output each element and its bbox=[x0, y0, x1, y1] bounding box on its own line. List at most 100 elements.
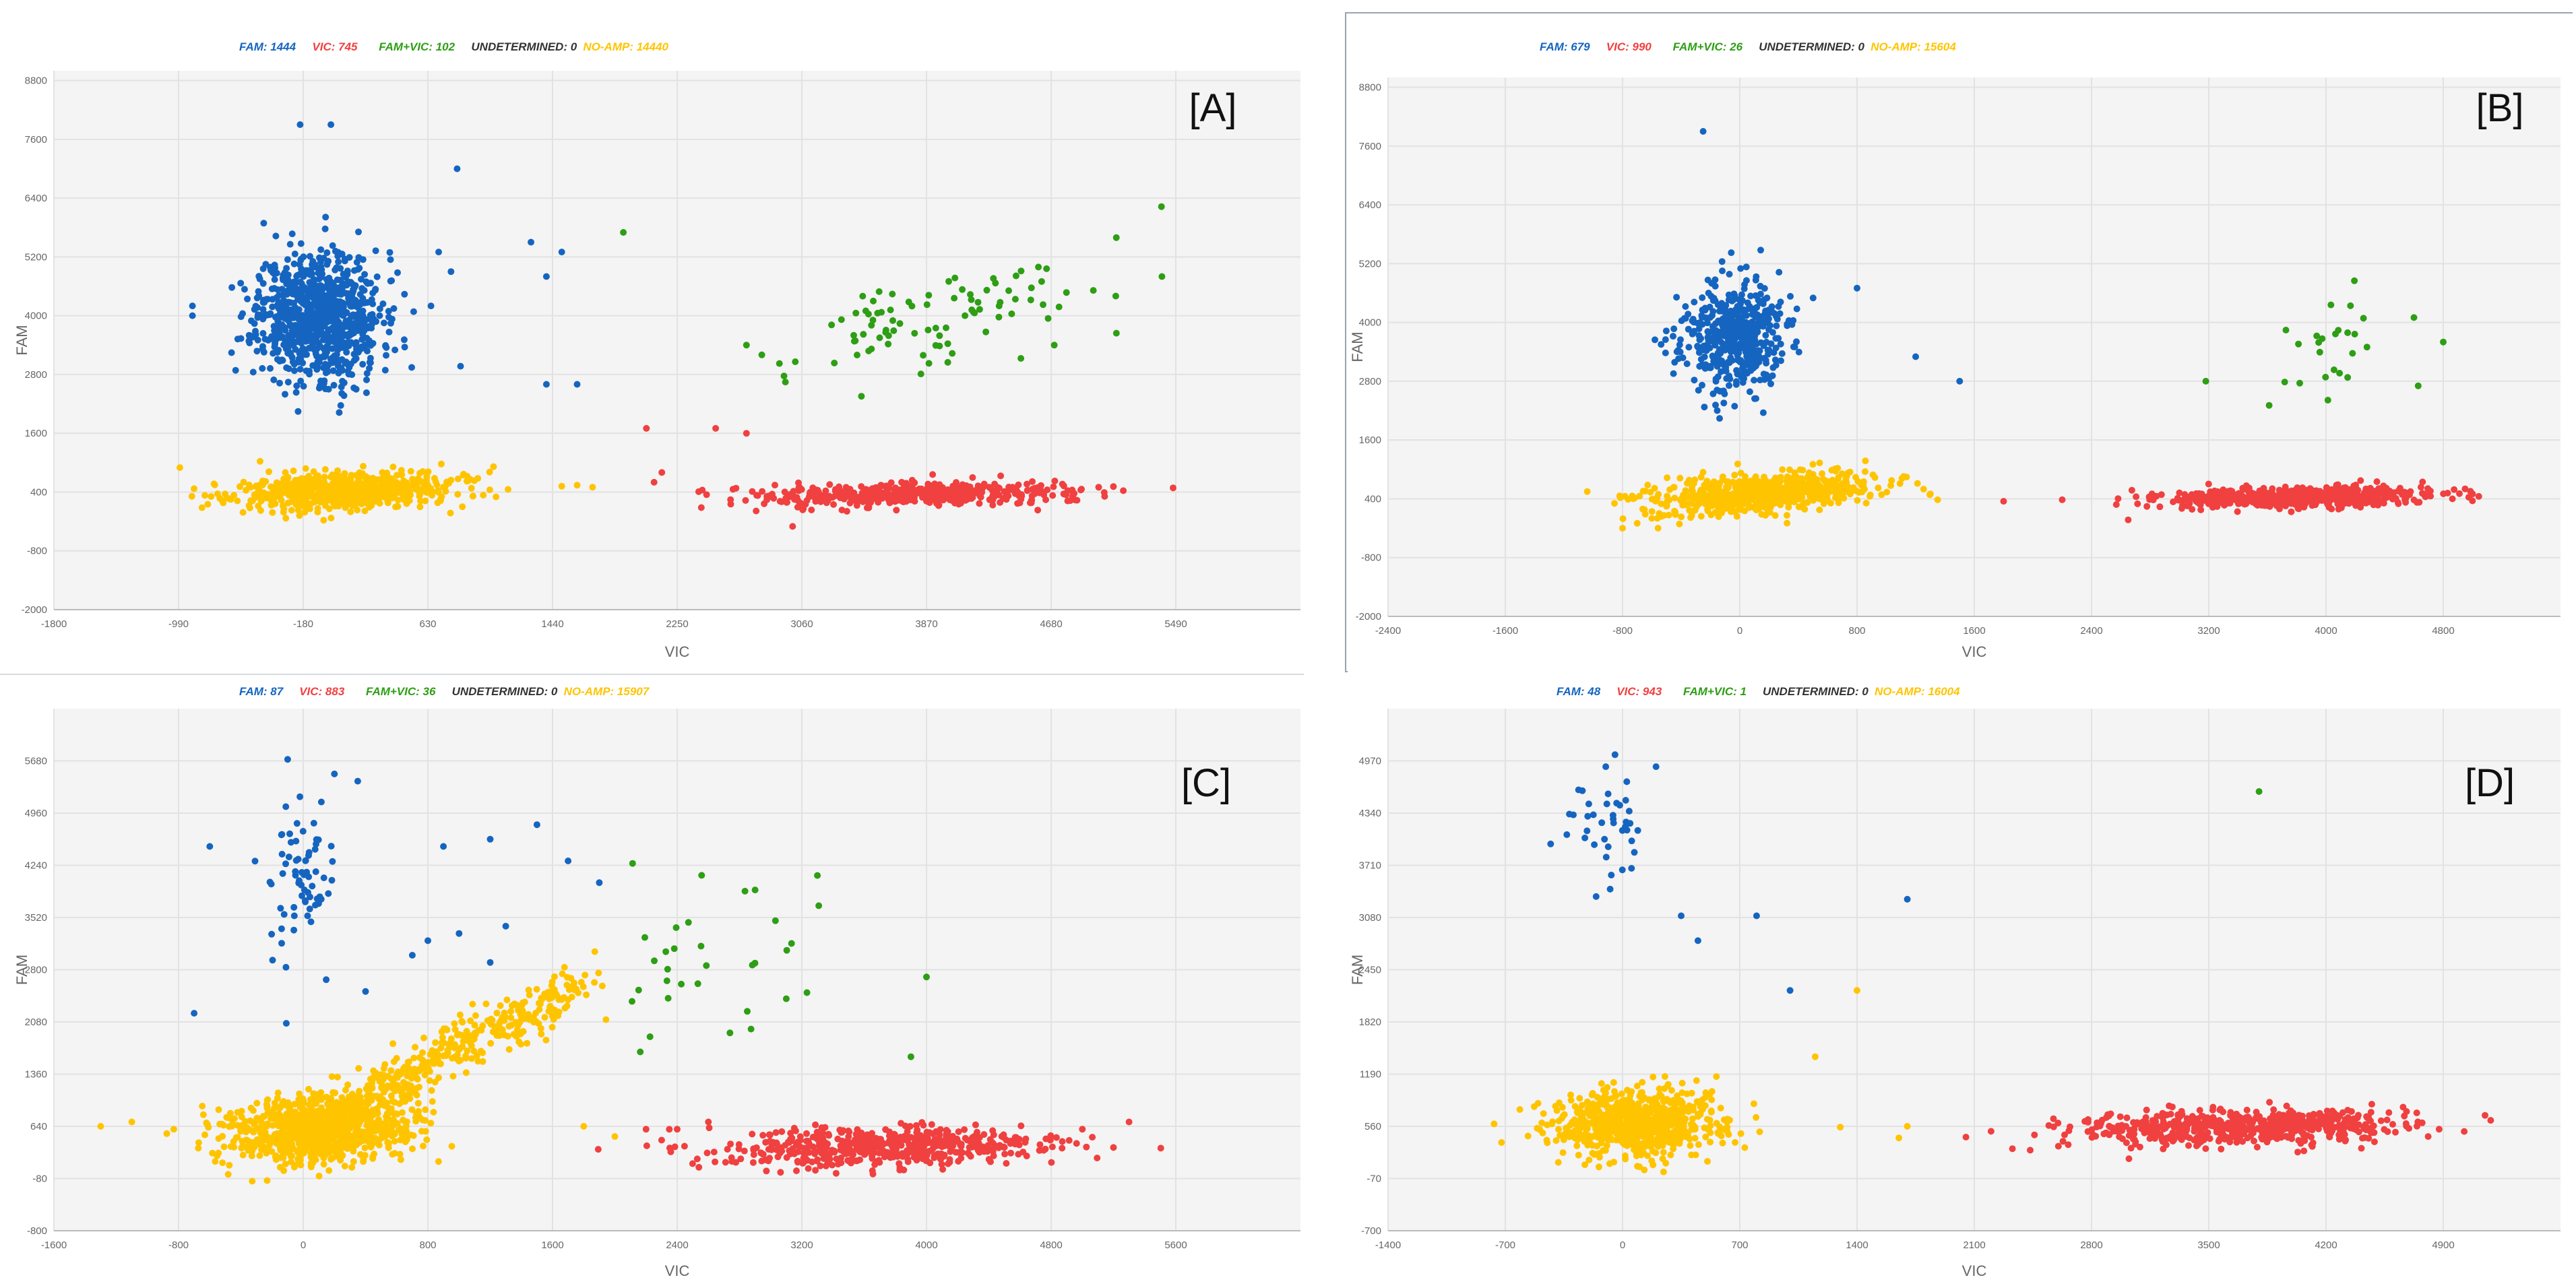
data-point-vic bbox=[2419, 478, 2426, 486]
data-point-vic bbox=[2198, 494, 2205, 501]
data-point-fam bbox=[285, 317, 292, 325]
data-point-famvic bbox=[2327, 301, 2335, 309]
data-point-fam bbox=[1703, 346, 1710, 353]
data-point-noamp bbox=[312, 474, 319, 481]
data-point-noamp bbox=[1683, 494, 1691, 501]
data-point-fam bbox=[1723, 375, 1730, 382]
data-point-fam bbox=[1720, 319, 1727, 326]
data-point-noamp bbox=[335, 492, 342, 499]
data-point-vic bbox=[843, 508, 850, 515]
data-point-fam bbox=[387, 256, 394, 263]
data-point-famvic bbox=[911, 329, 918, 337]
data-point-fam bbox=[358, 276, 365, 283]
data-point-noamp bbox=[1753, 501, 1760, 508]
data-point-noamp bbox=[423, 1136, 431, 1143]
data-point-noamp bbox=[425, 468, 432, 476]
data-point-vic bbox=[793, 494, 800, 501]
data-point-fam bbox=[1662, 349, 1669, 356]
data-point-fam bbox=[340, 290, 346, 297]
data-point-fam bbox=[306, 313, 313, 321]
data-point-noamp bbox=[407, 468, 414, 475]
data-point-vic bbox=[932, 490, 939, 498]
data-point-noamp bbox=[1648, 515, 1656, 522]
data-point-vic bbox=[808, 507, 815, 513]
data-point-noamp bbox=[1840, 494, 1848, 502]
data-point-vic bbox=[2294, 484, 2301, 491]
data-point-noamp bbox=[291, 1161, 299, 1169]
x-tick-label: 5490 bbox=[1164, 618, 1187, 630]
data-point-fam bbox=[1662, 336, 1669, 344]
data-point-vic bbox=[2357, 504, 2364, 511]
data-point-fam bbox=[272, 340, 278, 348]
data-point-vic bbox=[2114, 495, 2122, 503]
y-tick-label: 4000 bbox=[25, 311, 47, 322]
data-point-fam bbox=[276, 379, 283, 387]
data-point-noamp bbox=[1779, 466, 1786, 474]
data-point-famvic bbox=[932, 342, 939, 349]
data-point-noamp bbox=[258, 1122, 265, 1129]
data-point-famvic bbox=[944, 358, 951, 366]
data-point-fam bbox=[335, 258, 342, 265]
data-point-noamp bbox=[490, 463, 497, 470]
data-point-fam bbox=[313, 289, 321, 296]
data-point-famvic bbox=[924, 326, 932, 333]
data-point-noamp bbox=[1688, 500, 1695, 507]
data-point-vic bbox=[2197, 506, 2205, 513]
data-point-famvic bbox=[792, 358, 799, 365]
data-point-fam bbox=[281, 301, 288, 309]
data-point-noamp bbox=[1862, 468, 1868, 476]
data-point-noamp bbox=[280, 476, 288, 482]
data-point-noamp bbox=[1801, 505, 1809, 513]
data-point-vic bbox=[759, 488, 766, 495]
data-point-vic bbox=[2234, 498, 2242, 506]
data-point-vic bbox=[2304, 496, 2311, 504]
data-point-fam bbox=[1662, 327, 1670, 335]
data-point-famvic bbox=[945, 278, 952, 285]
x-tick-label: 4800 bbox=[2432, 625, 2454, 637]
data-point-noamp bbox=[423, 484, 430, 491]
data-point-fam bbox=[356, 301, 364, 309]
data-point-noamp bbox=[244, 1137, 251, 1145]
data-point-noamp bbox=[199, 1111, 207, 1118]
data-point-vic bbox=[929, 471, 937, 478]
data-point-fam bbox=[317, 269, 325, 276]
data-points bbox=[176, 121, 1176, 530]
data-point-noamp bbox=[321, 474, 328, 481]
data-point-fam bbox=[338, 390, 346, 397]
data-point-noamp bbox=[1651, 484, 1658, 492]
data-point-fam bbox=[322, 385, 329, 393]
data-point-fam bbox=[1718, 368, 1724, 375]
x-axis-title: VIC bbox=[1962, 643, 1987, 660]
x-tick-label: 800 bbox=[1848, 625, 1865, 637]
data-point-fam bbox=[453, 165, 461, 172]
data-point-noamp bbox=[276, 1163, 284, 1171]
data-point-noamp bbox=[296, 512, 303, 519]
data-point-noamp bbox=[201, 1131, 208, 1138]
data-point-fam bbox=[1749, 350, 1756, 357]
data-point-noamp bbox=[348, 482, 356, 489]
data-point-noamp bbox=[242, 1118, 249, 1125]
y-tick-label: 4000 bbox=[1359, 317, 1381, 329]
x-tick-label: -1600 bbox=[1493, 625, 1518, 637]
data-point-noamp bbox=[345, 1144, 352, 1151]
data-point-famvic bbox=[2344, 374, 2352, 381]
data-point-fam bbox=[334, 362, 342, 370]
y-tick-label: 1360 bbox=[25, 1069, 47, 1081]
data-point-fam bbox=[528, 238, 534, 246]
data-point-fam bbox=[1701, 353, 1708, 360]
data-point-fam bbox=[1685, 344, 1693, 351]
data-point-vic bbox=[2214, 499, 2222, 507]
data-point-noamp bbox=[437, 460, 445, 468]
data-point-fam bbox=[1710, 294, 1718, 302]
data-point-vic bbox=[2276, 492, 2284, 500]
data-point-noamp bbox=[341, 470, 348, 477]
data-points bbox=[97, 756, 1164, 1185]
panel-label: [B] bbox=[2476, 86, 2524, 130]
data-point-noamp bbox=[414, 1099, 422, 1107]
data-point-vic bbox=[2143, 503, 2151, 510]
data-point-fam bbox=[1741, 281, 1748, 288]
data-point-vic bbox=[1064, 497, 1071, 505]
data-point-noamp bbox=[412, 1118, 420, 1125]
data-point-fam bbox=[1765, 375, 1773, 383]
y-tick-label: 2800 bbox=[1359, 376, 1381, 387]
